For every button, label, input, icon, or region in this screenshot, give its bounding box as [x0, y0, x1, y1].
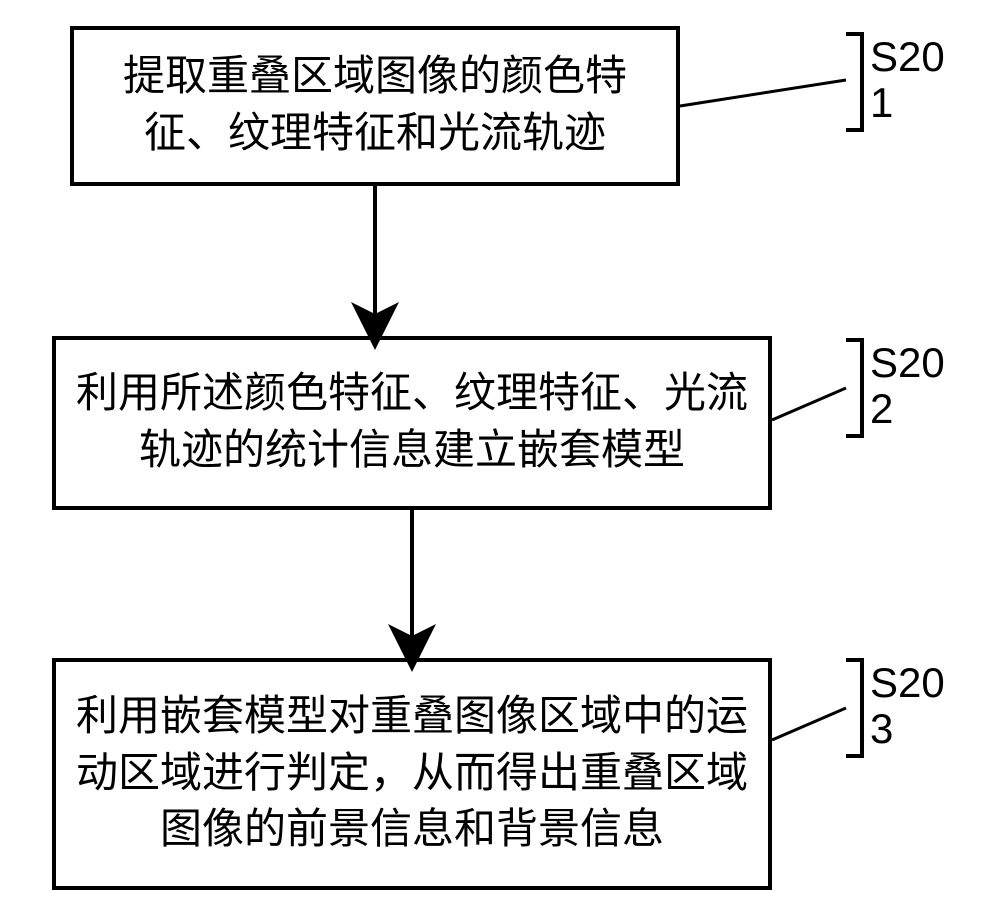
arrow-s202-s203: [0, 0, 1000, 922]
flowchart-canvas: 提取重叠区域图像的颜色特 征、纹理特征和光流轨迹 利用所述颜色特征、纹理特征、光…: [0, 0, 1000, 922]
